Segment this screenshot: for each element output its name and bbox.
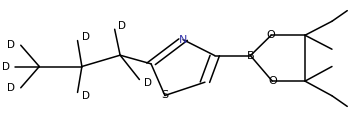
Text: D: D xyxy=(118,21,126,31)
Text: D: D xyxy=(144,78,152,88)
Text: D: D xyxy=(7,40,15,50)
Text: D: D xyxy=(82,91,90,101)
Text: D: D xyxy=(7,83,15,93)
Text: B: B xyxy=(247,51,254,61)
Text: O: O xyxy=(268,76,277,86)
Text: D: D xyxy=(2,61,10,72)
Text: S: S xyxy=(161,90,169,101)
Text: N: N xyxy=(179,35,187,45)
Text: O: O xyxy=(267,30,276,40)
Text: D: D xyxy=(82,32,90,42)
